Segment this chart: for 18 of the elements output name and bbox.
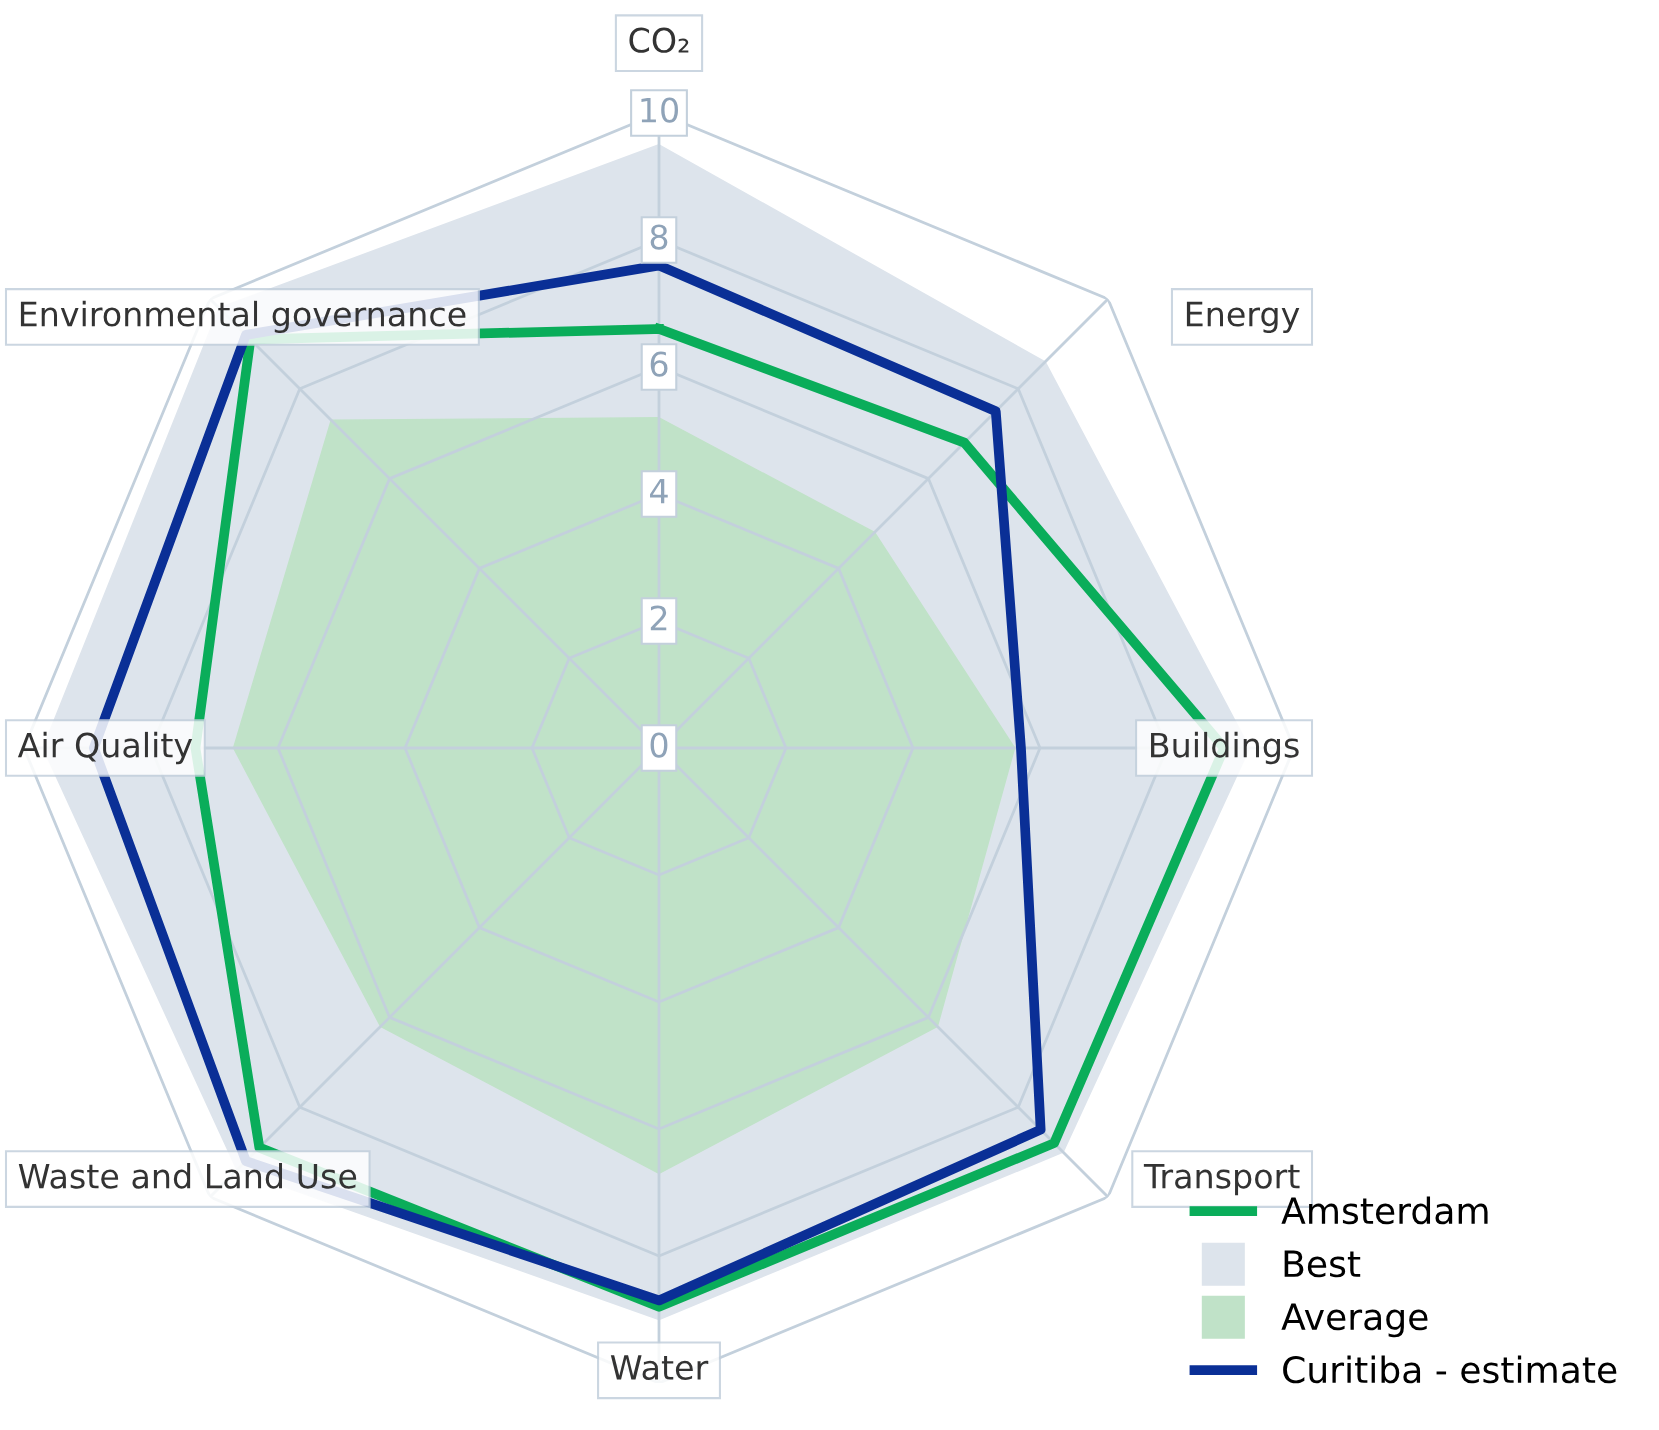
y-tick-label: 2 (650, 605, 667, 631)
spoke-label: Buildings (1151, 731, 1299, 765)
y-tick-label: 6 (650, 351, 668, 377)
legend-label: Best (1284, 1250, 1361, 1278)
legend-label: Curitiba - estimate (1283, 1355, 1617, 1384)
y-tick-label: 10 (641, 97, 678, 123)
y-tick-label: 4 (650, 478, 668, 504)
spoke-label: Transport (1143, 1163, 1300, 1196)
y-tick-label: 8 (650, 224, 668, 250)
spoke-label: Energy (1186, 301, 1300, 334)
spoke-label: Environmental governance (20, 300, 466, 334)
spoke-label: Water (610, 1355, 709, 1380)
spoke-label: Waste and Land Use (18, 1162, 357, 1189)
legend-label: Average (1281, 1303, 1428, 1338)
y-tick-label: 0 (650, 732, 668, 758)
legend-label: Amsterdam (1281, 1196, 1488, 1225)
spoke-label: CO₂ (629, 27, 689, 53)
spoke-label: Air Quality (17, 731, 193, 765)
